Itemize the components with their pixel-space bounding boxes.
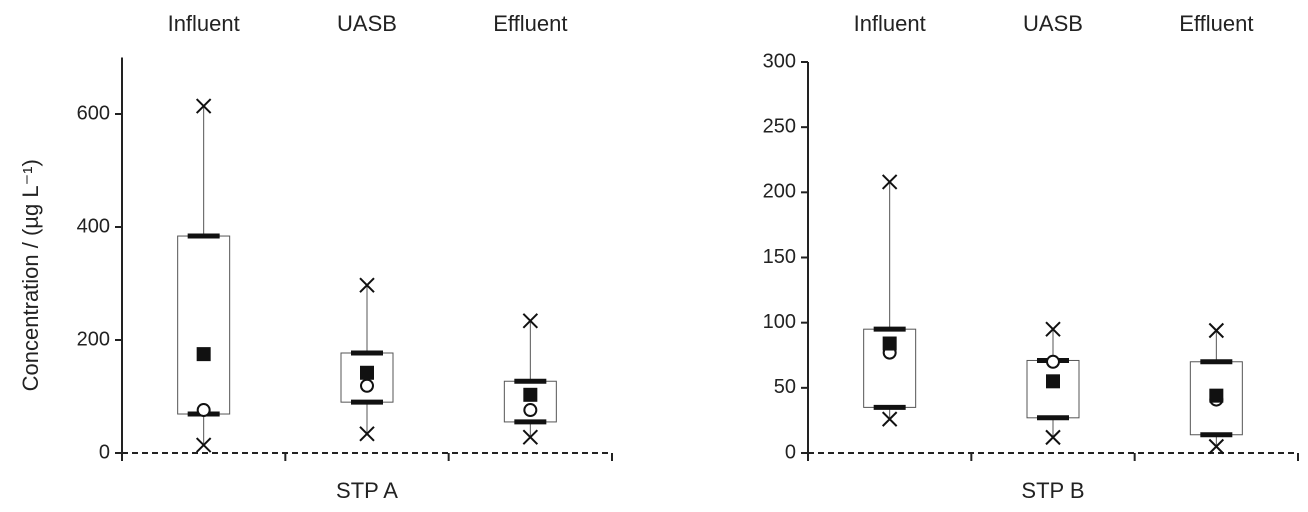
median-marker: [523, 403, 538, 418]
max-marker: [881, 174, 898, 190]
max-marker: [1045, 321, 1061, 337]
mean-marker: [1046, 374, 1060, 389]
y-axis-label: Concentration / (µg L⁻¹): [18, 159, 43, 391]
max-marker: [359, 277, 375, 293]
y-tick-label: 200: [763, 181, 796, 203]
median-marker: [360, 378, 374, 393]
y-tick-label: 0: [785, 441, 796, 463]
category-label: UASB: [1023, 11, 1083, 36]
max-marker: [1208, 322, 1225, 339]
median-marker: [1046, 354, 1060, 369]
mean-marker: [523, 387, 538, 402]
x-axis-label: STP B: [1021, 478, 1084, 503]
y-tick-label: 300: [763, 50, 796, 72]
mean-marker: [1209, 388, 1224, 403]
mean-marker: [882, 336, 897, 351]
mean-marker: [196, 347, 211, 362]
min-marker: [881, 411, 898, 427]
category-label: Influent: [168, 11, 240, 36]
median-marker: [196, 403, 211, 418]
y-tick-label: 200: [77, 328, 110, 350]
max-marker: [195, 98, 212, 114]
x-axis-label: STP A: [336, 478, 398, 503]
min-marker: [1208, 438, 1225, 455]
min-marker: [195, 437, 212, 453]
y-tick-label: 100: [763, 311, 796, 333]
category-label: Influent: [854, 11, 926, 36]
category-label: Effluent: [1179, 11, 1253, 36]
box: [1026, 359, 1080, 419]
y-tick-label: 250: [763, 115, 796, 137]
y-tick-label: 600: [77, 102, 110, 124]
y-tick-label: 400: [77, 215, 110, 237]
category-label: Effluent: [493, 11, 567, 36]
category-label: UASB: [337, 11, 397, 36]
mean-marker: [360, 365, 374, 380]
max-marker: [522, 313, 539, 329]
y-tick-label: 150: [763, 246, 796, 268]
min-marker: [1045, 429, 1061, 446]
box: [177, 235, 231, 415]
y-tick-label: 0: [99, 441, 110, 463]
y-tick-label: 50: [774, 376, 796, 398]
min-marker: [522, 429, 539, 445]
min-marker: [359, 426, 375, 442]
